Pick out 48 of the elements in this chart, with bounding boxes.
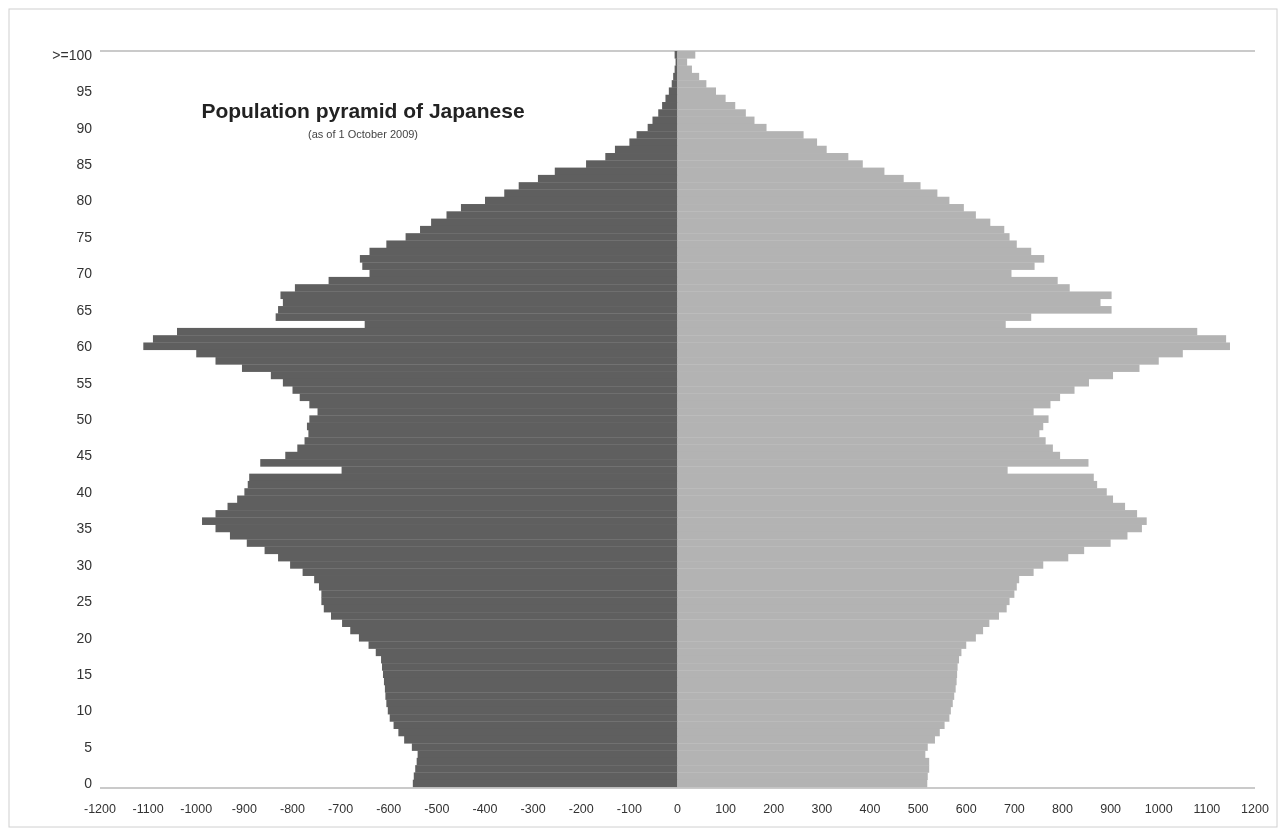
y-tick-label: 0: [84, 775, 93, 792]
x-tick-label: -800: [279, 802, 306, 816]
y-tick-label: 95: [76, 83, 93, 100]
text: Population pyramid of Japanese: [201, 99, 525, 122]
x-tick-label: 800: [1052, 802, 1073, 816]
y-tick-label: >=100: [52, 46, 93, 63]
x-tick-label: -100: [616, 802, 642, 816]
x-tick-label: 500: [907, 802, 929, 816]
x-tick-label: 900: [1100, 802, 1122, 816]
x-tick-label: 1200: [1241, 802, 1269, 816]
y-tick-label: 30: [76, 556, 93, 573]
y-tick-label: 35: [76, 520, 93, 537]
y-tick-label: 80: [76, 192, 93, 209]
x-tick-label: -600: [376, 802, 402, 816]
x-tick-label: -1100: [132, 802, 164, 816]
x-tick-label: -200: [568, 802, 594, 816]
y-tick-label: 25: [76, 593, 93, 610]
y-tick-label: 65: [76, 301, 93, 318]
x-tick-label: 200: [763, 802, 785, 816]
x-tick-label: 300: [811, 802, 833, 816]
y-tick-label: 40: [76, 483, 93, 500]
y-tick-label: 90: [76, 119, 93, 136]
x-tick-label: -300: [520, 802, 546, 816]
y-tick-label: 10: [76, 702, 93, 719]
y-tick-label: 45: [76, 447, 93, 464]
x-tick-label: 1100: [1193, 802, 1221, 816]
y-tick-label: 85: [76, 155, 93, 172]
x-tick-label: -400: [472, 802, 498, 816]
x-tick-label: -700: [328, 802, 354, 816]
y-tick-label: 75: [76, 228, 93, 245]
x-tick-label: 1000: [1144, 802, 1173, 816]
y-tick-label: 15: [76, 666, 93, 683]
x-tick-label: -900: [231, 802, 257, 816]
y-tick-label: 50: [76, 411, 93, 427]
text: (as of 1 October 2009): [307, 128, 419, 140]
y-tick-label: 20: [76, 629, 93, 646]
y-tick-label: 55: [76, 374, 93, 391]
x-tick-label: 600: [955, 802, 977, 816]
x-tick-label: -1200: [84, 802, 117, 816]
x-tick-label: -500: [424, 802, 450, 816]
x-tick-label: -1000: [180, 802, 213, 816]
x-tick-label: 400: [859, 802, 881, 816]
y-tick-label: 60: [76, 338, 93, 355]
x-tick-label: 0: [674, 802, 682, 816]
x-tick-label: 100: [715, 802, 737, 816]
x-tick-label: 700: [1003, 802, 1025, 816]
y-tick-label: 70: [76, 265, 93, 282]
y-tick-label: 5: [84, 738, 93, 755]
